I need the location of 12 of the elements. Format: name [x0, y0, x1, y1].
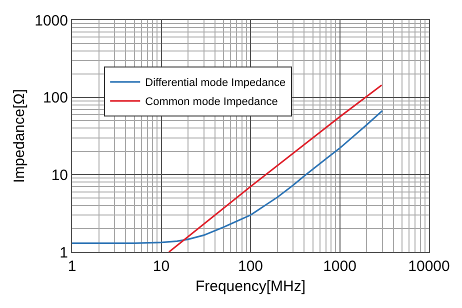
x-tick-label: 10000: [408, 258, 450, 275]
y-axis-title: Impedance[Ω]: [10, 89, 28, 183]
y-tick-label: 100: [42, 90, 68, 107]
x-axis-title: Frequency[MHz]: [195, 278, 306, 295]
x-tick-label: 10: [152, 258, 170, 275]
legend-label: Common mode Impedance: [145, 96, 278, 108]
x-tick-label: 1000: [323, 258, 356, 275]
x-tick-label: 100: [238, 258, 264, 275]
y-tick-label: 1000: [34, 12, 68, 30]
legend-label: Differential mode Impedance: [145, 77, 286, 90]
y-tick-label: 10: [51, 166, 68, 184]
y-tick-label: 1: [60, 244, 68, 262]
